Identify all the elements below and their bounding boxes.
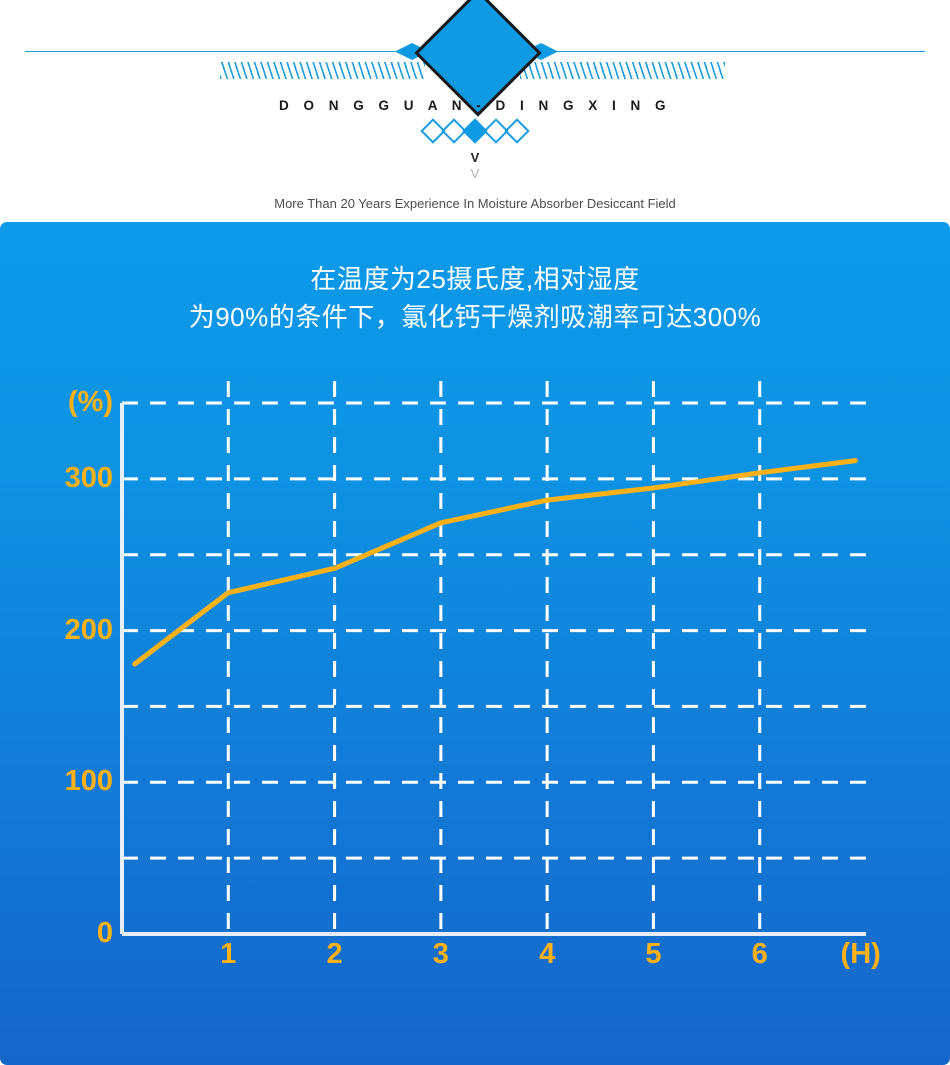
- chart-axes: [120, 403, 866, 936]
- hatch-lines-left-icon: [220, 62, 425, 79]
- x-axis-tick-label: 3: [432, 938, 449, 970]
- y-axis-tick-label: 0: [96, 917, 113, 949]
- y-axis-labels: (%) 300 200 100 0: [8, 222, 113, 1065]
- y-axis-tick-label: (%): [67, 386, 113, 418]
- diamond-divider: [0, 118, 950, 144]
- chart-title-line2: 为90%的条件下，氯化钙干燥剂吸潮率可达300%: [188, 302, 762, 332]
- x-axis-unit-label: (H): [840, 938, 881, 970]
- tagline: More Than 20 Years Experience In Moistur…: [274, 196, 676, 211]
- chevron-down-dark-icon: V: [470, 150, 480, 165]
- x-axis-tick-label: 1: [220, 938, 237, 970]
- x-axis-tick-label: 5: [645, 938, 662, 970]
- chart-title: 在温度为25摄氏度,相对湿度 为90%的条件下，氯化钙干燥剂吸潮率可达300%: [0, 260, 950, 336]
- chart-title-line1: 在温度为25摄氏度,相对湿度: [310, 264, 640, 294]
- y-axis-tick-label: 300: [64, 461, 113, 494]
- y-axis-tick-label: 100: [64, 765, 113, 798]
- x-axis-tick-label: 2: [326, 938, 343, 970]
- header-rule-right: [540, 51, 925, 52]
- x-axis-labels: 1 2 3 4 5 6 (H): [0, 222, 950, 1065]
- page-header: D O N G G U A N - D I N G X I N G V V Mo…: [0, 0, 950, 222]
- x-axis-tick-label: 6: [751, 938, 768, 970]
- line-chart-plot: [120, 381, 866, 936]
- brand-name: D O N G G U A N - D I N G X I N G: [278, 98, 671, 113]
- hatch-lines-right-icon: [520, 62, 725, 79]
- gridlines: [122, 381, 866, 934]
- chart-panel: 在温度为25摄氏度,相对湿度 为90%的条件下，氯化钙干燥剂吸潮率可达300% …: [0, 222, 950, 1065]
- diamond-outline-icon: [504, 118, 530, 144]
- data-series-line: [132, 458, 858, 667]
- x-axis-tick-label: 4: [539, 938, 556, 970]
- y-axis-tick-label: 200: [64, 613, 113, 646]
- chevron-down-gray-icon: V: [470, 166, 480, 181]
- header-rule-left: [25, 51, 410, 52]
